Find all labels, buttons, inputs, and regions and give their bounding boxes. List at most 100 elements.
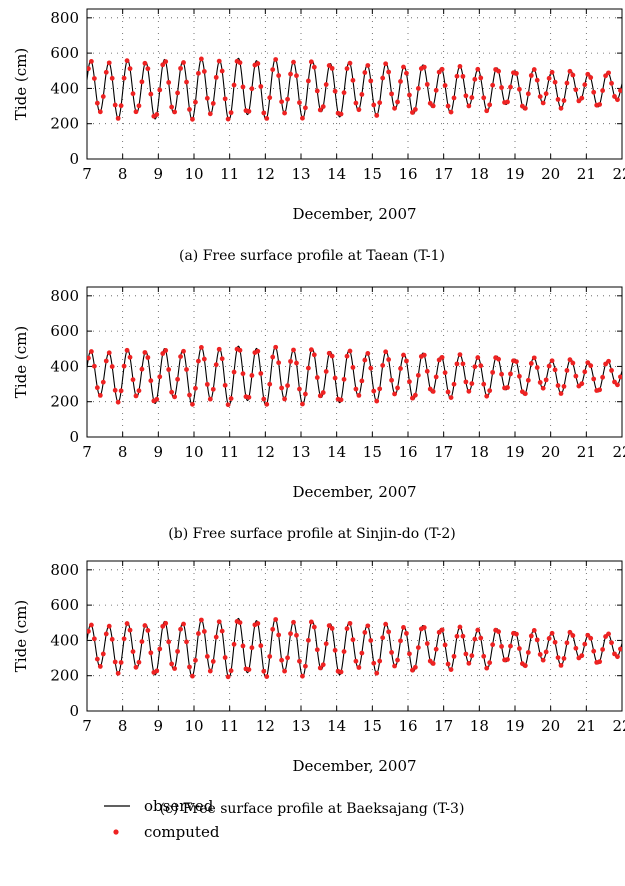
computed-point [314, 88, 320, 94]
computed-point [350, 365, 356, 370]
computed-point [145, 627, 151, 633]
computed-point [600, 374, 606, 380]
computed-point [213, 362, 219, 368]
y-tick-label: 200 [50, 393, 79, 411]
computed-point [549, 358, 555, 364]
computed-point [618, 374, 622, 380]
x-tick-label: 17 [434, 443, 453, 461]
computed-point [231, 369, 237, 375]
x-tick-label: 21 [577, 717, 596, 735]
computed-point [329, 65, 335, 71]
computed-point [326, 63, 332, 68]
computed-point [344, 626, 350, 631]
computed-point [157, 646, 163, 652]
computed-point [255, 61, 261, 66]
computed-point [478, 635, 484, 641]
computed-point [407, 651, 412, 657]
computed-point [410, 667, 415, 673]
computed-point [448, 667, 454, 672]
computed-point [579, 381, 585, 387]
computed-point [454, 73, 460, 79]
x-tick-label: 9 [154, 717, 164, 735]
x-tick-label: 11 [220, 165, 239, 183]
x-tick-label: 7 [82, 443, 92, 461]
computed-point [300, 401, 305, 407]
computed-point [308, 347, 314, 353]
computed-point [451, 653, 457, 659]
computed-point [133, 109, 139, 115]
computed-point [395, 657, 400, 663]
computed-point [585, 71, 591, 77]
x-tick-label: 9 [154, 443, 164, 461]
computed-point [341, 649, 347, 654]
computed-point [389, 377, 394, 383]
computed-point [386, 357, 392, 362]
computed-point [445, 661, 451, 667]
computed-point [445, 389, 451, 395]
computed-point [499, 85, 504, 90]
computed-point [127, 354, 133, 360]
computed-point [588, 75, 594, 80]
computed-point [89, 349, 94, 354]
computed-point [317, 107, 323, 113]
x-tick-label: 7 [82, 165, 92, 183]
computed-point [537, 652, 543, 657]
computed-point [207, 396, 213, 402]
x-axis-label: December, 2007 [292, 757, 416, 775]
computed-point [305, 637, 311, 643]
computed-point [398, 638, 403, 644]
computed-point [609, 640, 614, 646]
computed-point [380, 635, 386, 641]
computed-point [549, 69, 555, 75]
computed-point [106, 350, 112, 356]
computed-point [109, 364, 115, 369]
computed-point [496, 629, 501, 635]
x-tick-label: 18 [470, 717, 489, 735]
computed-point [163, 620, 169, 626]
computed-point [136, 388, 142, 394]
computed-point [374, 113, 380, 118]
computed-point [546, 636, 552, 641]
computed-point [231, 641, 237, 647]
x-tick-label: 12 [256, 717, 275, 735]
computed-point [517, 373, 522, 379]
computed-point [139, 639, 145, 644]
computed-point [142, 350, 148, 355]
computed-point [463, 379, 469, 385]
computed-point [282, 110, 287, 116]
computed-point [294, 360, 299, 366]
computed-point [386, 69, 392, 75]
computed-point [127, 66, 133, 72]
y-tick-label: 0 [69, 150, 79, 168]
computed-point [508, 643, 513, 649]
computed-point [543, 91, 549, 97]
computed-point [386, 629, 392, 635]
computed-point [424, 641, 430, 646]
computed-point [160, 351, 166, 356]
computed-point [148, 650, 154, 656]
computed-point [356, 665, 362, 670]
computed-point [392, 663, 397, 669]
computed-point [410, 110, 415, 115]
computed-point [276, 73, 282, 78]
computed-point [392, 105, 397, 111]
computed-point [311, 624, 317, 630]
computed-point [323, 641, 329, 647]
y-tick-label: 600 [50, 596, 79, 614]
computed-point [115, 670, 121, 676]
computed-point [303, 663, 308, 669]
computed-point [258, 643, 264, 649]
computed-point [157, 87, 163, 93]
computed-point [317, 393, 323, 399]
computed-point [588, 635, 594, 641]
computed-point [540, 657, 546, 663]
computed-point [478, 363, 484, 369]
computed-point [534, 365, 540, 370]
computed-point [294, 73, 299, 79]
computed-point [412, 107, 418, 112]
y-tick-label: 800 [50, 287, 79, 305]
computed-point [329, 353, 335, 359]
computed-point [615, 654, 620, 660]
computed-point [219, 628, 225, 634]
computed-point [490, 642, 496, 648]
